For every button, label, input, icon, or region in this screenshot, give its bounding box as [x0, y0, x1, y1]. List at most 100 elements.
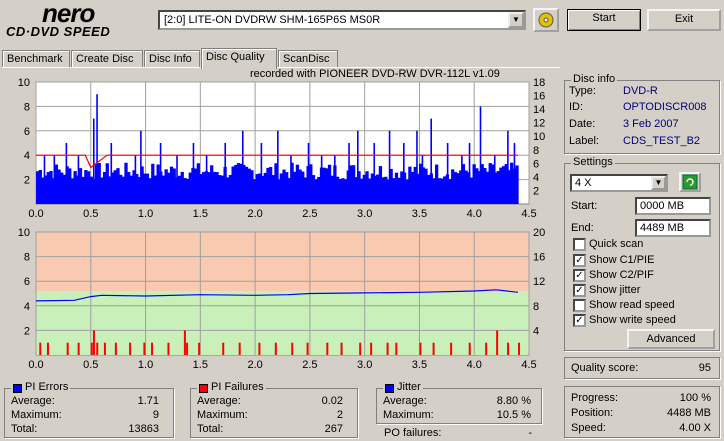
pi-errors-total: 13863 — [128, 423, 159, 435]
pi-error-bar — [102, 172, 107, 204]
pi-error-bar — [236, 163, 241, 204]
pi-error-bar — [491, 164, 495, 204]
pi-failure-bar — [129, 342, 132, 355]
show-read-speed-checkbox[interactable] — [573, 299, 586, 312]
jitter-swatch — [385, 384, 394, 393]
y-tick-label-right: 8 — [533, 145, 539, 157]
pi-failure-bar — [258, 342, 261, 355]
start-button[interactable]: Start — [567, 9, 641, 31]
pi-error-bar — [266, 167, 270, 204]
pi-error-bar — [357, 171, 361, 204]
jitter-average-label: Average: — [383, 395, 427, 407]
pi-error-bar — [290, 162, 294, 204]
end-input[interactable]: 4489 MB — [635, 219, 711, 237]
pi-error-bar — [448, 179, 452, 204]
pi-error-spike — [176, 155, 178, 204]
pi-error-bar — [426, 175, 431, 204]
pi-failure-bar — [77, 342, 80, 355]
pi-error-bar — [298, 169, 302, 204]
tab-disc-info[interactable]: Disc Info — [144, 50, 200, 68]
pi-failure-bar — [326, 342, 329, 355]
tab-disc-quality[interactable]: Disc Quality — [201, 48, 277, 69]
tab-benchmark[interactable]: Benchmark — [2, 50, 70, 68]
pi-error-spike — [416, 130, 418, 204]
pi-error-bar — [416, 173, 420, 204]
show-jitter-checkbox[interactable]: ✓ — [573, 284, 586, 297]
pi-failure-bar — [518, 342, 521, 355]
pi-error-bar — [279, 173, 283, 204]
pi-error-spike — [224, 143, 227, 204]
show-c2-checkbox[interactable]: ✓ — [573, 269, 586, 282]
pi-error-spike — [134, 155, 137, 204]
pi-error-bar — [260, 175, 265, 204]
y-tick-label-right: 14 — [533, 104, 545, 116]
pi-error-bar — [325, 168, 329, 204]
pi-error-spike — [421, 155, 424, 204]
date-label: Date: — [569, 118, 596, 130]
x-tick-label: 2.0 — [247, 359, 262, 371]
pi-failure-bar — [183, 330, 186, 355]
pi-error-bar — [86, 171, 91, 204]
drive-select[interactable]: [2:0] LITE-ON DVDRW SHM-165P6S MS0R ▼ — [158, 10, 526, 30]
pi-error-bar — [418, 163, 423, 204]
date-value: 3 Feb 2007 — [623, 118, 679, 130]
speed-select[interactable]: 4 X ▼ — [570, 174, 668, 192]
pi-failure-bar — [167, 342, 170, 355]
pi-error-spike — [43, 155, 46, 204]
pi-error-bar — [54, 164, 59, 204]
x-tick-label: 3.5 — [412, 359, 427, 371]
advanced-button[interactable]: Advanced — [627, 329, 715, 349]
pi-failure-bar — [238, 342, 241, 355]
pi-error-bar — [124, 162, 128, 204]
logo-subtitle: CD·DVD SPEED — [6, 24, 111, 39]
pi-failure-bar — [419, 342, 422, 355]
tab-scandisc[interactable]: ScanDisc — [278, 50, 338, 68]
pi-error-bar — [255, 174, 259, 204]
x-tick-label: 4.5 — [521, 208, 536, 220]
disc-info-group: Disc info Type: DVD-R ID: OPTODISCR008 D… — [564, 73, 720, 154]
settings-group: Settings 4 X ▼ Start: 0000 MB End: 4489 … — [564, 156, 720, 351]
y-tick-label-right: 16 — [533, 252, 545, 264]
quick-scan-checkbox[interactable] — [573, 238, 586, 251]
show-c1-checkbox[interactable]: ✓ — [573, 254, 586, 267]
refresh-icon — [682, 174, 698, 190]
charts-area: 0.0 0.5 1.0 1.5 2.0 2.5 3.0 3.5 4.0 4.52468102468… — [18, 78, 546, 371]
exit-button[interactable]: Exit — [647, 9, 721, 31]
pi-error-bar — [212, 171, 217, 204]
pi-error-bar — [143, 173, 147, 204]
pi-error-bar — [215, 172, 219, 204]
pi-error-bar — [89, 176, 93, 204]
pi-error-bar — [161, 175, 166, 204]
tab-panel — [2, 67, 560, 439]
tab-create-disc[interactable]: Create Disc — [71, 50, 143, 68]
chevron-down-icon[interactable]: ▼ — [508, 12, 524, 28]
pi-error-bar — [239, 163, 243, 204]
show-write-speed-checkbox[interactable]: ✓ — [573, 314, 586, 327]
pi-error-bar — [220, 175, 225, 204]
x-tick-label: 4.5 — [521, 359, 536, 371]
pi-error-bar — [410, 171, 415, 204]
refresh-button[interactable] — [679, 172, 701, 192]
y-tick-label-right: 12 — [533, 118, 545, 130]
pi-errors-maximum: 9 — [152, 409, 159, 421]
pi-error-bar — [293, 171, 297, 204]
quality-score-label: Quality score: — [571, 362, 639, 374]
pi-error-bar — [510, 162, 514, 204]
start-input[interactable]: 0000 MB — [635, 197, 711, 215]
nero-logo: nero CD·DVD SPEED — [4, 0, 152, 40]
pi-error-bar — [49, 170, 53, 204]
pi-error-bar — [437, 178, 441, 204]
jitter-average: 8.80 % — [496, 395, 531, 407]
pi-error-bar — [384, 176, 388, 204]
pi-error-bar — [389, 168, 393, 204]
eject-icon-button[interactable] — [533, 8, 559, 32]
chevron-down-icon[interactable]: ▼ — [651, 176, 666, 190]
pi-error-bar — [477, 171, 482, 204]
pi-error-bar — [322, 167, 326, 204]
pi-error-spike — [446, 143, 449, 204]
pi-error-bar — [202, 172, 206, 204]
pi-errors-average: 1.71 — [137, 395, 159, 407]
pi-error-bar — [386, 179, 391, 204]
pi-failures-maximum-label: Maximum: — [197, 409, 248, 421]
pi-failure-bar — [450, 342, 453, 355]
